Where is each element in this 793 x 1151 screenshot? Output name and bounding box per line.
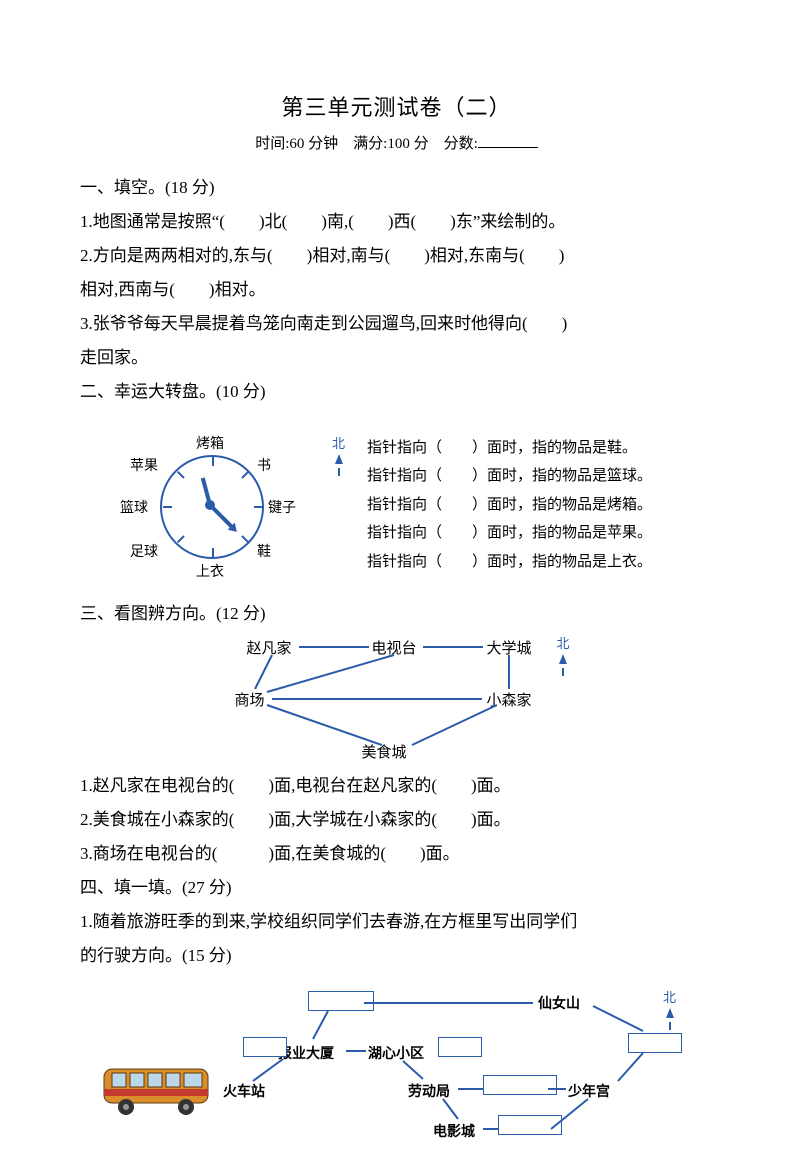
north-arrow-icon-q3	[559, 654, 567, 664]
north-label: 北	[332, 436, 345, 451]
wheel-label-sw: 足球	[130, 541, 158, 561]
q4-diagram: 火车站 报业大厦 湖心小区 劳动局 电影城 少年宫 仙女山	[88, 981, 688, 1151]
pointer-hub	[205, 500, 215, 510]
q2-line2: 指针指向（ ）面时，指的物品是篮球。	[367, 462, 652, 491]
q3-diagram: 赵凡家 电视台 大学城 商场 小森家 美食城 北	[187, 637, 607, 767]
q2-line4: 指针指向（ ）面时，指的物品是苹果。	[367, 519, 652, 548]
question-1: 一、填空。(18 分) 1.地图通常是按照“( )北( )南,( )西( )东”…	[80, 171, 713, 375]
north-indicator-q2: 北	[332, 433, 345, 476]
q2-line3: 指针指向（ ）面时，指的物品是烤箱。	[367, 491, 652, 520]
north-arrow-icon-q4	[666, 1008, 674, 1018]
q3-questions: 1.赵凡家在电视台的( )面,电视台在赵凡家的( )面。 2.美食城在小森家的(…	[80, 769, 713, 871]
score-blank[interactable]	[478, 147, 538, 148]
q2-line5: 指针指向（ ）面时，指的物品是上衣。	[367, 548, 652, 577]
q4-text: 1.随着旅游旺季的到来,学校组织同学们去春游,在方框里写出同学们 的行驶方向。(…	[80, 905, 713, 973]
q3-line3: 3.商场在电视台的( )面,在美食城的( )面。	[80, 837, 713, 871]
q1-line3a: 3.张爷爷每天早晨提着鸟笼向南走到公园遛鸟,回来时他得向( )	[80, 307, 713, 341]
q3-lines-svg	[187, 637, 607, 767]
q1-line2a: 2.方向是两两相对的,东与( )相对,南与( )相对,东南与( )	[80, 239, 713, 273]
q1-line2b: 相对,西南与( )相对。	[80, 273, 713, 307]
wheel-label-w: 篮球	[120, 497, 148, 517]
wheel-label-n: 烤箱	[196, 433, 224, 453]
score-label: 分数:	[444, 136, 478, 152]
q1-line1: 1.地图通常是按照“( )北( )南,( )西( )东”来绘制的。	[80, 205, 713, 239]
q2-heading: 二、幸运大转盘。(10 分)	[80, 375, 713, 409]
north-label-q4: 北	[663, 990, 676, 1005]
q2-text-lines: 指针指向（ ）面时，指的物品是鞋。 指针指向（ ）面时，指的物品是篮球。 指针指…	[367, 434, 652, 577]
q4-line1a: 1.随着旅游旺季的到来,学校组织同学们去春游,在方框里写出同学们	[80, 905, 713, 939]
q4-lines-svg	[88, 981, 688, 1151]
north-indicator-q4: 北	[663, 987, 676, 1030]
wheel-label-se: 鞋	[257, 541, 271, 561]
north-arrow-icon	[335, 454, 343, 464]
q2-figure: 烤箱 书 键子 鞋 上衣 足球 篮球 苹果 北 指针指向（ ）面时，指的物品是鞋…	[110, 415, 713, 595]
q4-heading: 四、填一填。(27 分)	[80, 871, 713, 905]
q2-line1: 指针指向（ ）面时，指的物品是鞋。	[367, 434, 652, 463]
q3-line2: 2.美食城在小森家的( )面,大学城在小森家的( )面。	[80, 803, 713, 837]
q4-line1b: 的行驶方向。(15 分)	[80, 939, 713, 973]
q3-heading: 三、看图辨方向。(12 分)	[80, 597, 713, 631]
wheel-label-nw: 苹果	[130, 455, 158, 475]
wheel-label-e: 键子	[268, 497, 296, 517]
q1-line3b: 走回家。	[80, 341, 713, 375]
q3-line1: 1.赵凡家在电视台的( )面,电视台在赵凡家的( )面。	[80, 769, 713, 803]
wheel-diagram: 烤箱 书 键子 鞋 上衣 足球 篮球 苹果	[110, 415, 310, 595]
wheel-label-s: 上衣	[196, 561, 224, 581]
page-title: 第三单元测试卷（二）	[80, 90, 713, 122]
page: 第三单元测试卷（二） 时间:60 分钟 满分:100 分 分数: 一、填空。(1…	[0, 0, 793, 1122]
fullmark-label: 满分:100 分	[353, 136, 428, 152]
wheel-label-ne: 书	[257, 455, 271, 475]
q1-heading: 一、填空。(18 分)	[80, 171, 713, 205]
time-label: 时间:60 分钟	[255, 136, 338, 152]
north-label-q3: 北	[557, 636, 570, 651]
north-indicator-q3: 北	[557, 633, 570, 676]
subtitle: 时间:60 分钟 满分:100 分 分数:	[80, 132, 713, 153]
